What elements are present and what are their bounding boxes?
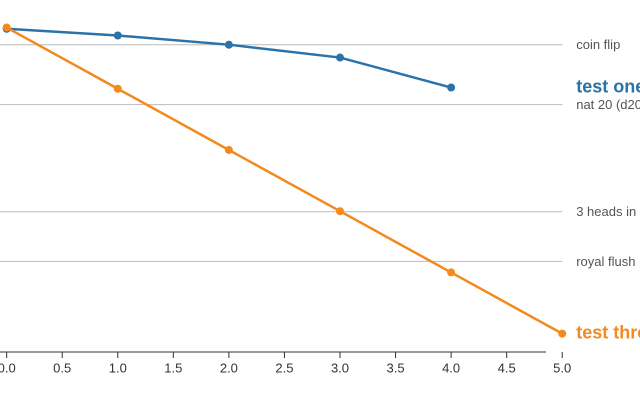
x-tick-label: 4.5 bbox=[498, 360, 516, 375]
x-tick-label: 5.0 bbox=[553, 360, 571, 375]
x-tick-label: 3.0 bbox=[331, 360, 349, 375]
point bbox=[224, 40, 233, 49]
x-tick-label: 1.0 bbox=[109, 360, 127, 375]
reference-label: nat 20 (d20) bbox=[576, 97, 640, 112]
point bbox=[336, 53, 344, 62]
series-label: test one bbox=[576, 76, 640, 96]
point bbox=[113, 31, 122, 40]
x-tick-label: 0.5 bbox=[53, 360, 71, 375]
point bbox=[113, 84, 122, 93]
x-tick-label: 3.5 bbox=[387, 360, 405, 375]
point bbox=[447, 268, 456, 277]
reference-label: coin flip bbox=[576, 37, 620, 52]
series-line bbox=[6, 27, 452, 89]
x-tick-label: 0.0 bbox=[0, 360, 16, 375]
point bbox=[336, 207, 344, 216]
series-line bbox=[6, 26, 563, 335]
point bbox=[224, 145, 233, 154]
x-tick-label: 4.0 bbox=[442, 360, 460, 375]
x-tick-label: 2.5 bbox=[275, 360, 293, 375]
point bbox=[447, 83, 456, 92]
x-tick-label: 2.0 bbox=[220, 360, 238, 375]
reference-label: 3 heads in a bbox=[576, 204, 640, 219]
point bbox=[558, 329, 567, 338]
point bbox=[2, 23, 11, 32]
reference-label: royal flush bbox=[576, 254, 635, 269]
series-label: test three bbox=[576, 322, 640, 342]
x-tick-label: 1.5 bbox=[164, 360, 182, 375]
